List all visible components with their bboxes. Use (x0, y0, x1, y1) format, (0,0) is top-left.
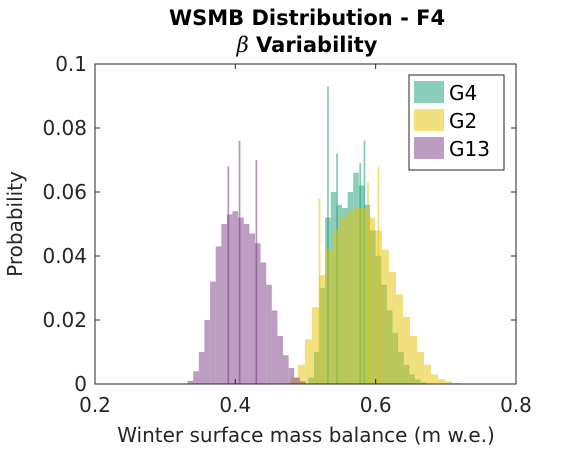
bar-g2 (438, 379, 446, 384)
bar-g13 (210, 281, 216, 384)
legend-label-g2: G2 (449, 109, 477, 133)
spike-bar-g4 (327, 86, 329, 385)
bar-g13 (283, 355, 289, 384)
legend-label-g13: G13 (449, 137, 490, 161)
bar-g2 (367, 217, 375, 384)
bar-g2 (445, 381, 453, 384)
bar-g13 (288, 368, 295, 384)
x-tick-label: 0.2 (79, 393, 111, 417)
spike-bar-g2 (377, 166, 380, 384)
legend-swatch-g2 (414, 109, 444, 131)
bar-g2 (304, 339, 312, 384)
bar-g13 (221, 224, 227, 384)
x-tick-label: 0.4 (219, 393, 251, 417)
bar-g13 (198, 352, 205, 384)
bar-g2 (311, 307, 319, 384)
x-tick-label: 0.8 (500, 393, 532, 417)
y-tick-label: 0.1 (55, 52, 87, 76)
legend-label-g4: G4 (449, 81, 477, 105)
bar-g13 (193, 371, 199, 384)
bar-g2 (318, 275, 326, 384)
y-axis-ticks: 0 0.02 0.04 0.06 0.08 0.1 (42, 52, 516, 396)
spike-bar-g13 (238, 140, 241, 384)
bar-g13 (204, 320, 211, 384)
bar-g2 (424, 364, 432, 384)
y-tick-label: 0.06 (42, 180, 87, 204)
x-axis-label: Winter surface mass balance (m w.e.) (117, 423, 495, 447)
y-tick-label: 0.02 (42, 308, 87, 332)
bar-g13 (254, 243, 261, 384)
histogram-bars (187, 86, 460, 385)
bar-g13 (277, 336, 284, 384)
bar-g13 (226, 214, 233, 384)
bar-g13 (232, 211, 239, 384)
bar-g2 (410, 336, 418, 384)
spike-bar-g2 (318, 198, 321, 384)
bar-g13 (249, 233, 255, 384)
x-axis-ticks: 0.2 0.4 0.6 0.8 (79, 64, 532, 417)
title-variability: Variability (249, 33, 378, 57)
bar-g2 (417, 352, 425, 384)
bar-g13 (238, 217, 244, 384)
bar-g13 (271, 310, 278, 384)
beta-symbol: β (236, 33, 249, 57)
y-tick-label: 0.08 (42, 116, 87, 140)
bar-g2 (332, 230, 340, 384)
y-tick-label: 0 (74, 372, 87, 396)
chart-title-line2: β Variability (236, 33, 378, 57)
spike-bar-g2 (367, 182, 369, 384)
legend-swatch-g4 (414, 81, 444, 103)
x-tick-label: 0.6 (360, 393, 392, 417)
bar-g2 (381, 249, 389, 384)
bar-g2 (403, 316, 411, 384)
bar-g2 (346, 211, 354, 384)
bar-g13 (215, 246, 222, 384)
plot-area-box (94, 63, 517, 385)
spike-bar-g13 (227, 166, 230, 384)
y-tick-label: 0.04 (42, 244, 87, 268)
spike-bar-g13 (255, 160, 258, 384)
bar-g2 (297, 364, 305, 384)
chart-title-line1: WSMB Distribution - F4 (169, 6, 445, 30)
bar-g2 (360, 208, 368, 384)
bar-g2 (339, 217, 347, 384)
bar-g2 (353, 208, 361, 384)
y-axis-label: Probability (3, 171, 27, 277)
bar-g13 (260, 262, 267, 384)
bar-g13 (294, 377, 300, 384)
legend-swatch-g13 (414, 137, 444, 159)
bar-g2 (431, 374, 439, 384)
bar-g2 (388, 272, 397, 384)
bar-g13 (243, 224, 250, 384)
bar-g2 (396, 294, 404, 384)
bar-g2 (325, 249, 333, 384)
legend: G4 G2 G13 (408, 74, 505, 171)
bar-g13 (266, 284, 272, 384)
bar-g13 (187, 380, 194, 384)
bar-g13 (299, 381, 306, 384)
